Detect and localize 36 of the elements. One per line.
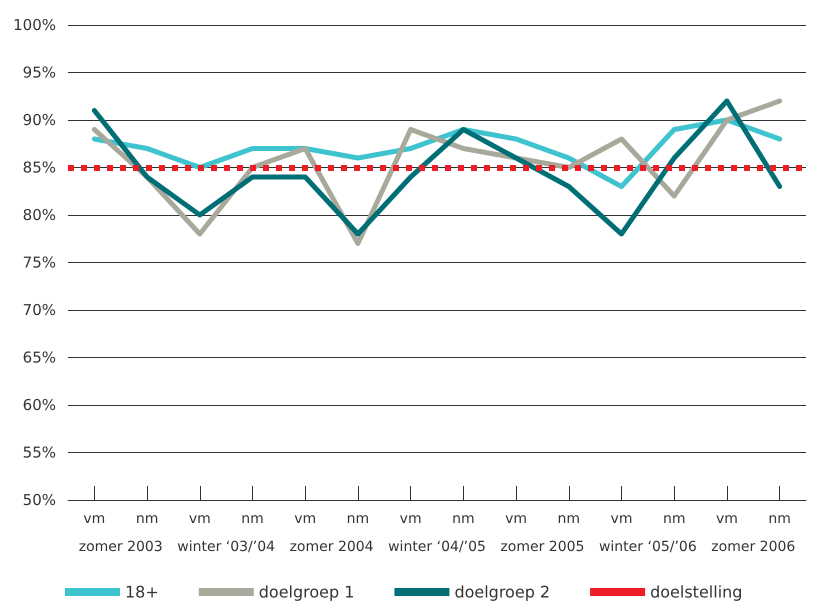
- text: zomer 2006: [711, 539, 796, 555]
- y-tick-label: 90%: [22, 111, 56, 129]
- x-tick-label: nm: [346, 511, 370, 527]
- y-tick-label: 80%: [22, 206, 56, 224]
- x-tick-label: nm: [452, 511, 475, 527]
- x-tick-label: nm: [136, 511, 158, 527]
- text: winter ‘04/’05: [388, 539, 486, 555]
- x-tick-label: vm: [83, 511, 106, 527]
- legend-label: doelgroep 2: [454, 582, 550, 602]
- y-tick-label: 55%: [22, 444, 56, 462]
- text: zomer 2003: [78, 539, 163, 555]
- y-tick-label: 75%: [22, 254, 56, 272]
- x-tick-label: vm: [716, 511, 738, 527]
- y-tick-label: 65%: [22, 348, 56, 366]
- y-tick-label: 70%: [22, 301, 56, 319]
- x-tick-label: vm: [400, 511, 422, 527]
- y-tick-label: 100%: [13, 16, 56, 34]
- legend-label: doelgroep 1: [258, 582, 354, 602]
- x-tick-label: nm: [558, 511, 580, 527]
- y-tick-label: 85%: [22, 158, 56, 176]
- text: winter ‘03/’04: [177, 539, 276, 555]
- x-tick-label: vm: [505, 511, 528, 527]
- x-tick-label: nm: [241, 511, 264, 527]
- y-tick-label: 95%: [22, 64, 56, 82]
- y-tick-label: 60%: [22, 396, 56, 414]
- text: zomer 2005: [500, 539, 584, 555]
- legend-label: 18+: [125, 582, 159, 602]
- text: zomer 2004: [290, 539, 374, 555]
- legend-label: doelstelling: [650, 582, 742, 602]
- text: winter ‘05/’06: [598, 539, 697, 555]
- x-tick-label: vm: [610, 511, 632, 527]
- x-tick-label: vm: [294, 511, 316, 527]
- x-tick-label: nm: [662, 511, 686, 527]
- x-tick-label: nm: [768, 511, 791, 527]
- y-tick-label: 50%: [22, 491, 56, 509]
- x-tick-label: vm: [188, 511, 211, 527]
